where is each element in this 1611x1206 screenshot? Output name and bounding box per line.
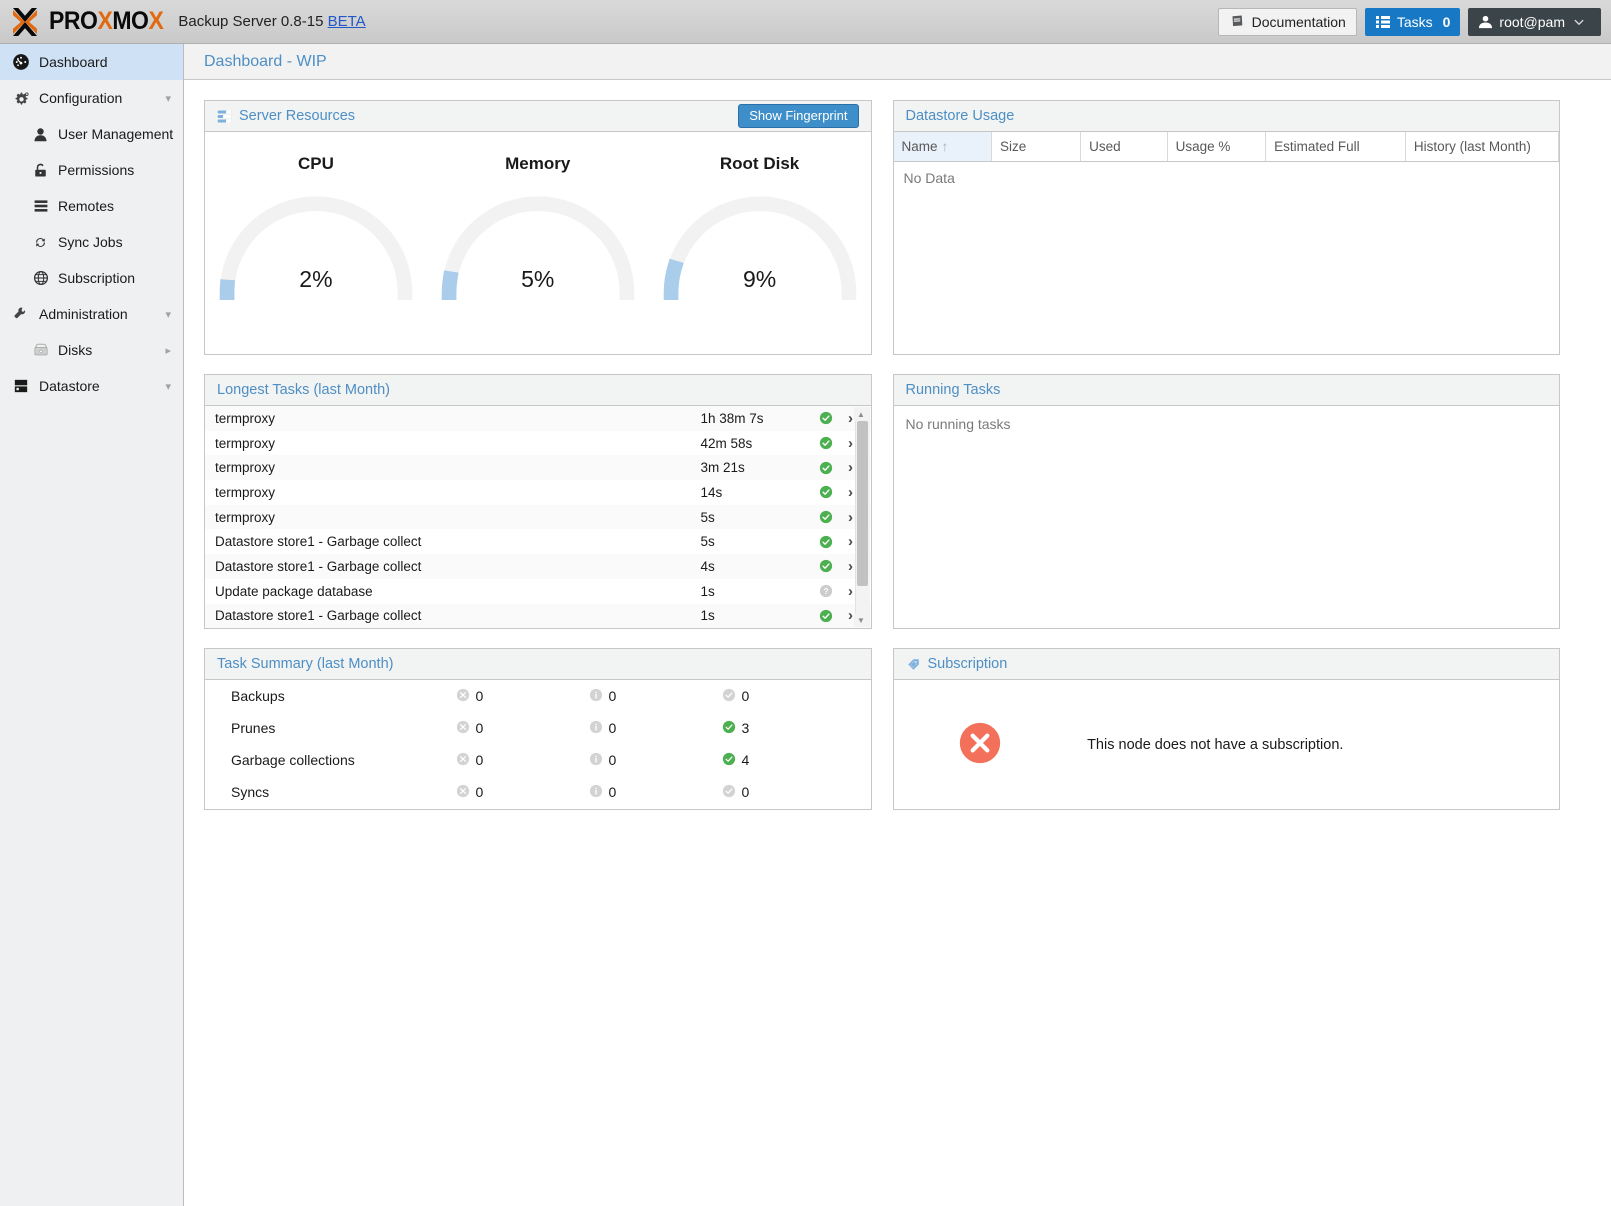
svg-text:?: ? <box>823 587 828 596</box>
